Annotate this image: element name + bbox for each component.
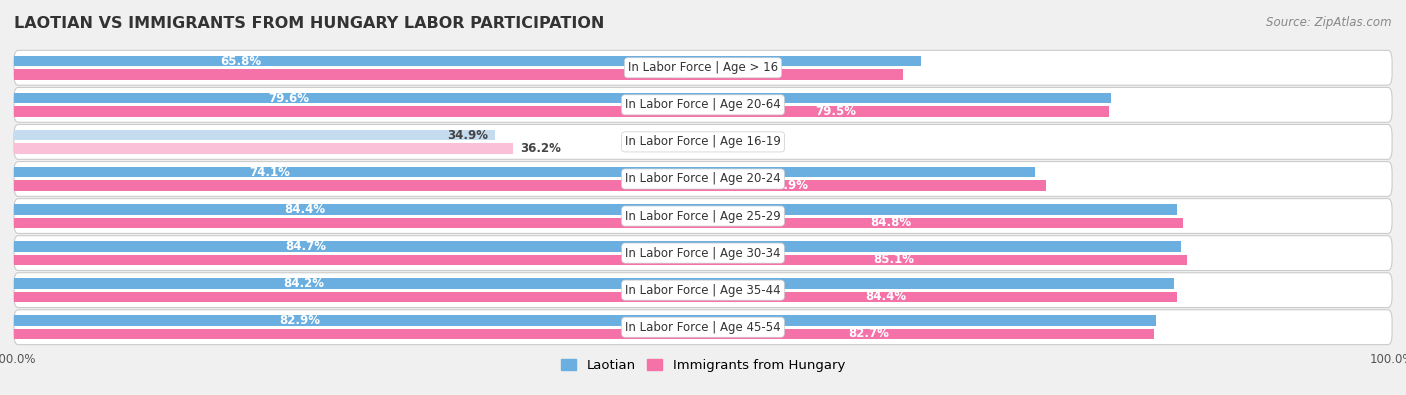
Text: 34.9%: 34.9% <box>447 129 488 142</box>
Text: 79.6%: 79.6% <box>267 92 309 105</box>
Bar <box>14 143 513 154</box>
Text: In Labor Force | Age 20-64: In Labor Force | Age 20-64 <box>626 98 780 111</box>
Text: 84.4%: 84.4% <box>866 290 907 303</box>
Bar <box>14 315 1156 326</box>
Bar <box>14 254 1187 265</box>
Text: In Labor Force | Age 30-34: In Labor Force | Age 30-34 <box>626 246 780 260</box>
Text: 84.2%: 84.2% <box>284 277 325 290</box>
Text: 74.1%: 74.1% <box>249 166 290 179</box>
Text: Source: ZipAtlas.com: Source: ZipAtlas.com <box>1267 16 1392 29</box>
Bar <box>14 329 1153 339</box>
Bar <box>14 106 1109 117</box>
Text: In Labor Force | Age 45-54: In Labor Force | Age 45-54 <box>626 321 780 334</box>
Bar <box>14 56 921 66</box>
Text: 84.4%: 84.4% <box>284 203 325 216</box>
Legend: Laotian, Immigrants from Hungary: Laotian, Immigrants from Hungary <box>555 354 851 377</box>
FancyBboxPatch shape <box>14 310 1392 344</box>
FancyBboxPatch shape <box>14 273 1392 308</box>
FancyBboxPatch shape <box>14 124 1392 159</box>
Bar <box>14 278 1174 289</box>
Text: In Labor Force | Age 16-19: In Labor Force | Age 16-19 <box>626 135 780 149</box>
Bar <box>14 292 1177 302</box>
Text: 79.5%: 79.5% <box>815 105 856 118</box>
FancyBboxPatch shape <box>14 87 1392 122</box>
Bar <box>14 204 1177 214</box>
Bar <box>14 93 1111 103</box>
Text: 64.5%: 64.5% <box>659 68 702 81</box>
Bar <box>14 218 1182 228</box>
Text: 82.9%: 82.9% <box>280 314 321 327</box>
Text: LAOTIAN VS IMMIGRANTS FROM HUNGARY LABOR PARTICIPATION: LAOTIAN VS IMMIGRANTS FROM HUNGARY LABOR… <box>14 16 605 31</box>
Text: 65.8%: 65.8% <box>221 55 262 68</box>
Text: In Labor Force | Age 20-24: In Labor Force | Age 20-24 <box>626 173 780 186</box>
Text: 84.7%: 84.7% <box>285 240 326 253</box>
Text: 82.7%: 82.7% <box>848 327 889 340</box>
FancyBboxPatch shape <box>14 162 1392 196</box>
Text: 84.8%: 84.8% <box>870 216 911 229</box>
Bar <box>14 167 1035 177</box>
Text: 85.1%: 85.1% <box>873 253 914 266</box>
Text: In Labor Force | Age 25-29: In Labor Force | Age 25-29 <box>626 209 780 222</box>
Bar <box>14 241 1181 252</box>
Bar <box>14 181 1046 191</box>
Bar <box>14 69 903 80</box>
Text: 74.9%: 74.9% <box>768 179 808 192</box>
Text: 36.2%: 36.2% <box>520 142 561 155</box>
Text: In Labor Force | Age 35-44: In Labor Force | Age 35-44 <box>626 284 780 297</box>
Text: In Labor Force | Age > 16: In Labor Force | Age > 16 <box>628 61 778 74</box>
Bar <box>14 130 495 141</box>
FancyBboxPatch shape <box>14 51 1392 85</box>
FancyBboxPatch shape <box>14 199 1392 233</box>
FancyBboxPatch shape <box>14 236 1392 271</box>
